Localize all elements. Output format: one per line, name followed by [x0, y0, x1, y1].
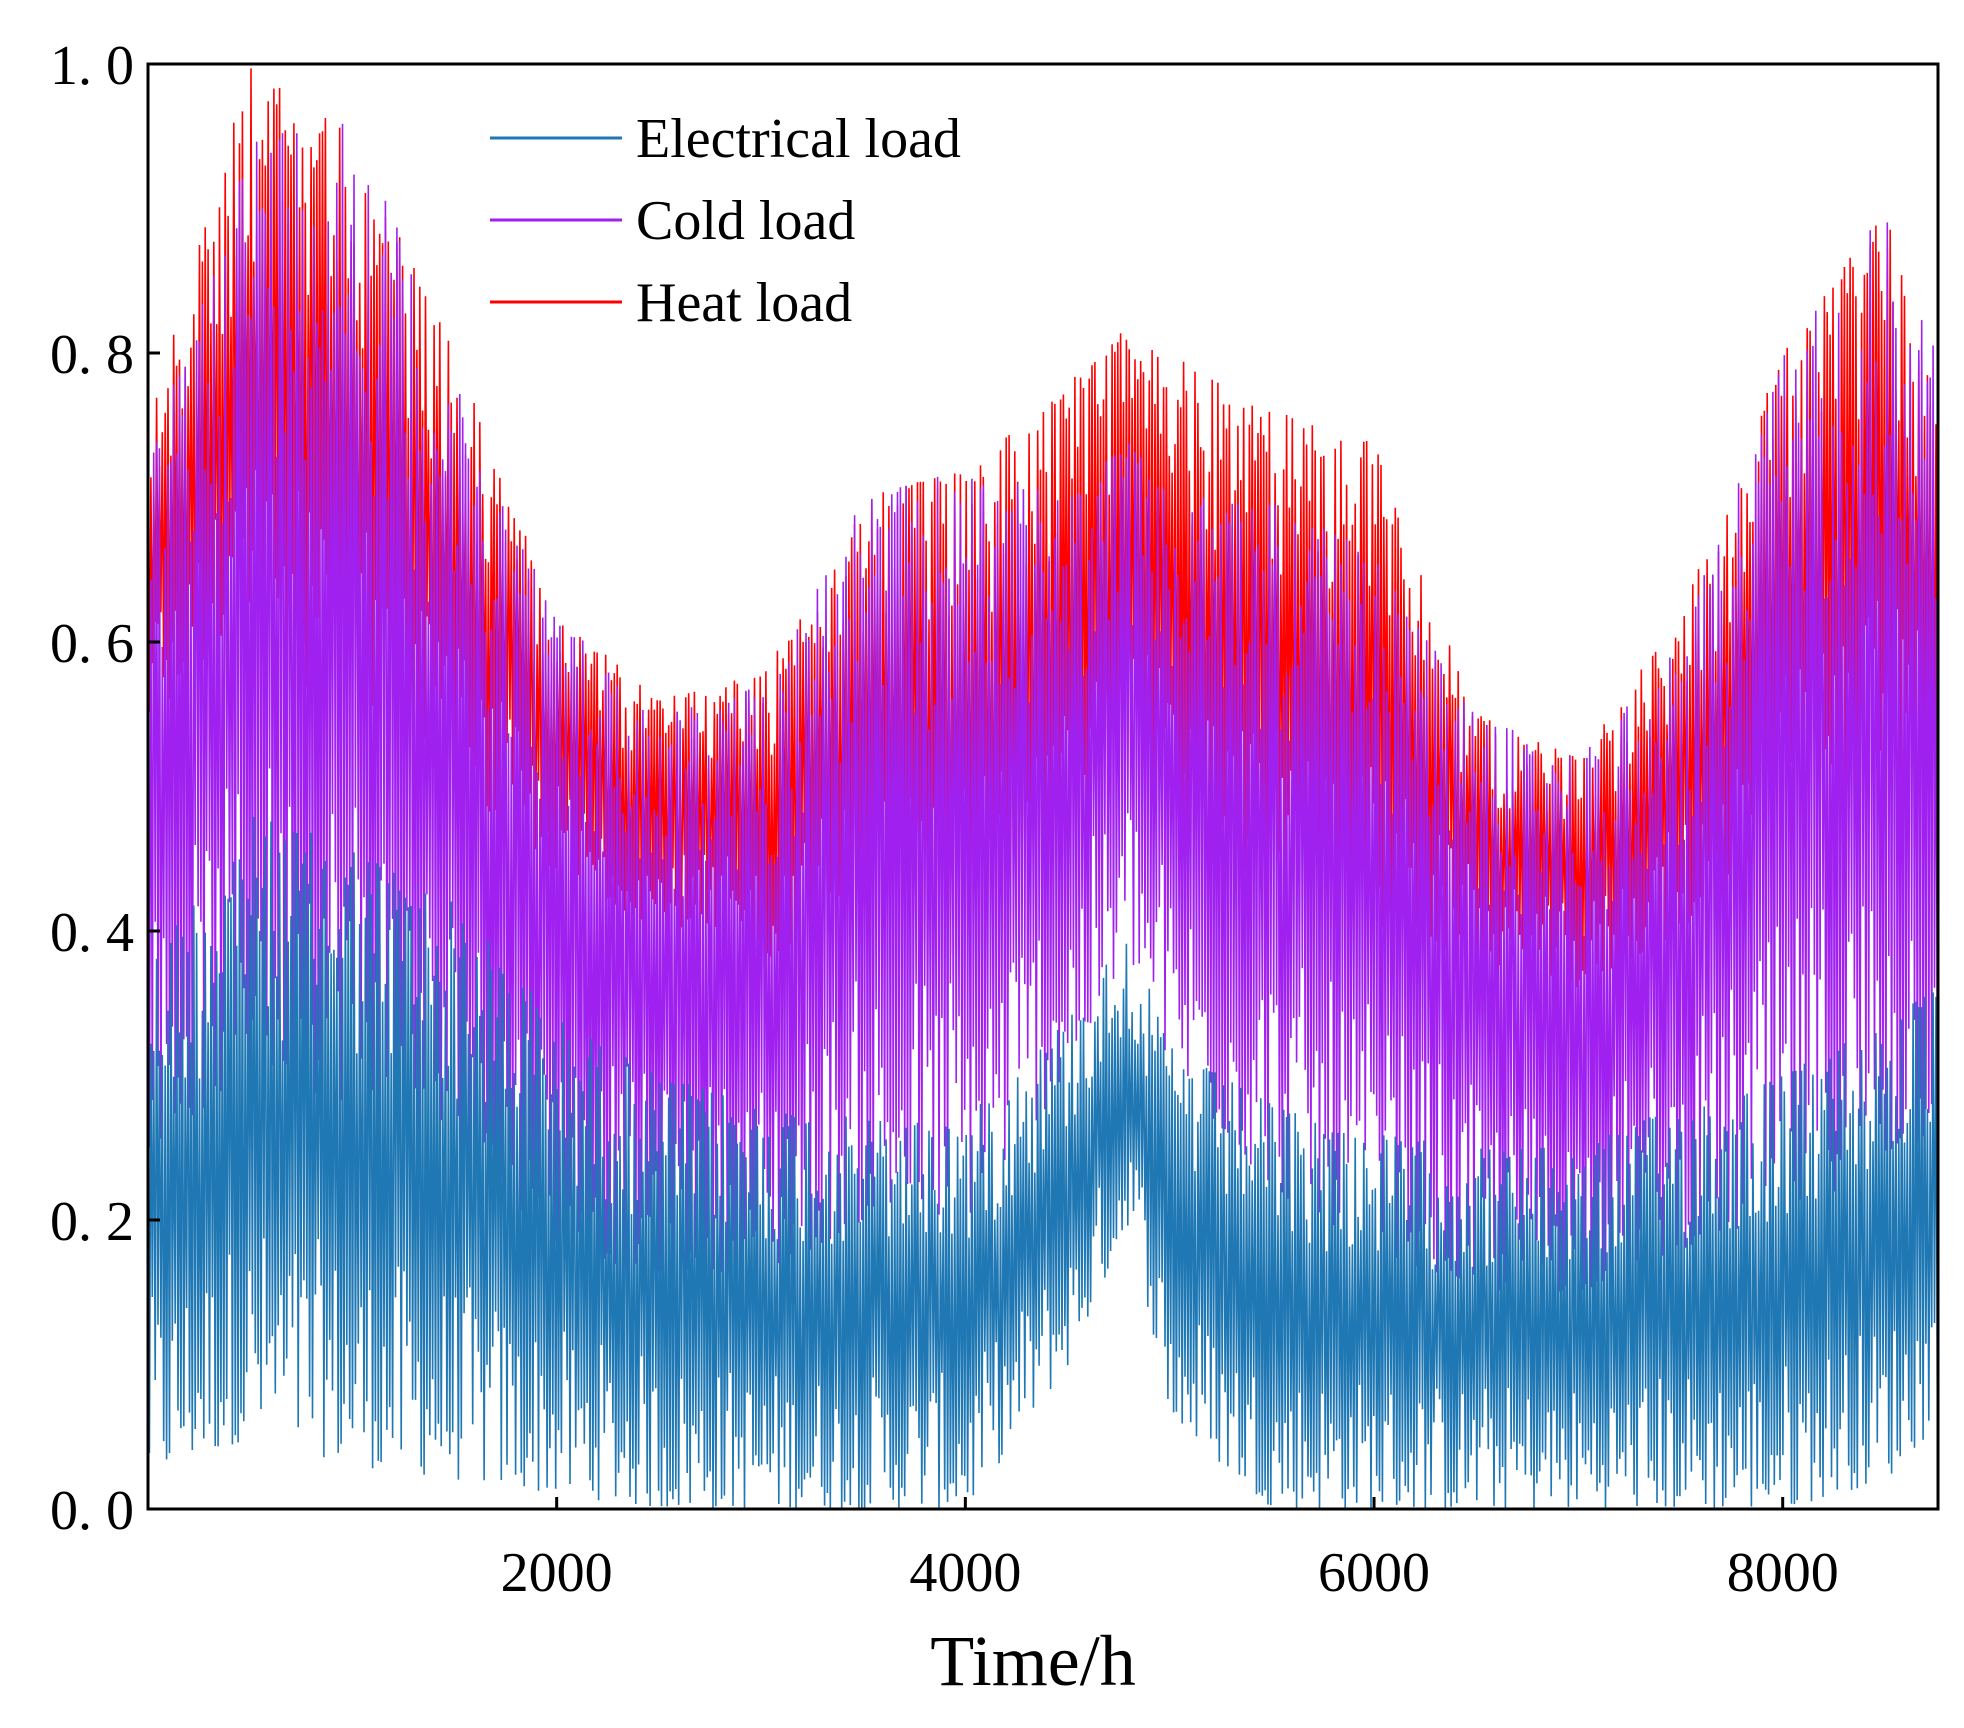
x-axis-title: Time/h [930, 1621, 1135, 1701]
x-tick-label: 4000 [909, 1542, 1021, 1604]
ticks-layer: 0. 0 0. 2 0. 4 0. 6 0. 8 1. 0 2000 4000 6000 8000 [50, 35, 1839, 1604]
y-tick-label: 1. 0 [50, 35, 134, 97]
x-tick-label: 6000 [1318, 1542, 1430, 1604]
y-tick-label: 0. 0 [50, 1480, 134, 1542]
y-tick-label: 0. 8 [50, 324, 134, 386]
series-electrical-load [147, 816, 1939, 1510]
x-tick-label: 8000 [1727, 1542, 1839, 1604]
x-tick-label: 2000 [501, 1542, 613, 1604]
legend-label: Cold load [636, 190, 855, 252]
y-tick-label: 0. 4 [50, 902, 134, 964]
y-tick-label: 0. 6 [50, 613, 134, 675]
legend-label: Electrical load [636, 108, 961, 170]
y-tick-label: 0. 2 [50, 1191, 134, 1253]
series-layer [147, 68, 1939, 1510]
plot-border [146, 62, 1940, 1511]
legend-label: Heat load [636, 272, 852, 334]
series-cold-load [147, 123, 1939, 1292]
legend: Electrical load Cold load Heat load [490, 108, 961, 334]
